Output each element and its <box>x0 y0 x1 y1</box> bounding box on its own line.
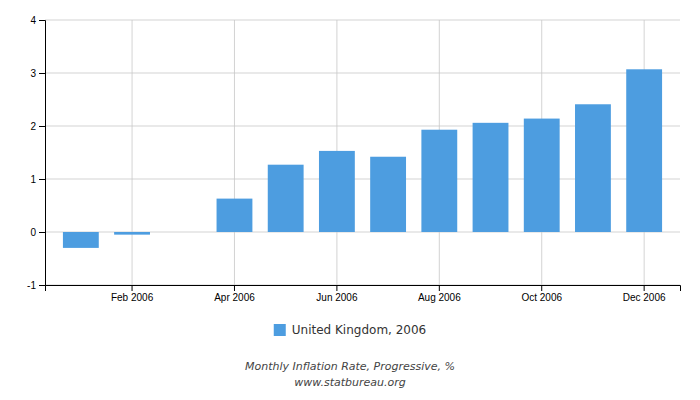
x-tick-mark <box>336 285 337 291</box>
annotations: Monthly Inflation Rate, Progressive, % ww… <box>245 360 455 389</box>
bar <box>63 232 99 248</box>
y-tick: 1 <box>30 174 45 185</box>
y-tick-label: -1 <box>27 280 36 291</box>
y-tick-label: 3 <box>30 68 36 79</box>
grid <box>45 20 680 285</box>
y-tick-mark <box>39 232 45 233</box>
y-tick-mark <box>39 126 45 127</box>
x-tick-mark <box>132 285 133 291</box>
bar <box>575 104 611 232</box>
x-tick-label: Feb 2006 <box>111 292 154 303</box>
bar <box>626 69 662 232</box>
x-tick: Aug 2006 <box>418 285 461 303</box>
chart-container: -1 0 1 2 3 4 Feb 2006 Apr 2006 Jun 2006 Aug 2006 O… <box>0 0 700 400</box>
y-grid-line <box>45 20 680 21</box>
bars <box>63 69 662 248</box>
x-axis-line <box>46 286 681 292</box>
y-tick: -1 <box>27 280 45 291</box>
footer-text: www.statbureau.org <box>294 376 406 389</box>
y-tick: 3 <box>30 68 45 79</box>
x-tick-label: Aug 2006 <box>418 292 461 303</box>
plot-area: -1 0 1 2 3 4 Feb 2006 Apr 2006 Jun 2006 Aug 2006 O… <box>27 15 680 303</box>
bar <box>217 199 253 232</box>
y-tick: 0 <box>30 227 45 238</box>
x-tick: Feb 2006 <box>111 285 154 303</box>
footer-text: Monthly Inflation Rate, Progressive, % <box>245 360 455 373</box>
bar <box>114 232 150 235</box>
x-tick-mark <box>541 285 542 291</box>
x-tick: Jun 2006 <box>316 285 358 303</box>
x-tick-mark <box>644 285 645 291</box>
y-tick-label: 1 <box>30 174 36 185</box>
y-axis: -1 0 1 2 3 4 <box>27 15 45 291</box>
bar <box>268 165 304 232</box>
y-tick-mark <box>39 20 45 21</box>
y-tick: 2 <box>30 121 45 132</box>
bar <box>473 123 509 232</box>
bar <box>370 157 406 232</box>
x-tick-label: Dec 2006 <box>623 292 666 303</box>
y-grid-line <box>45 73 680 74</box>
x-axis: Feb 2006 Apr 2006 Jun 2006 Aug 2006 Oct 2006… <box>46 285 681 303</box>
x-tick-mark <box>439 285 440 291</box>
x-grid-line <box>132 20 133 285</box>
y-tick-mark <box>39 73 45 74</box>
x-grid-line <box>234 20 235 285</box>
y-axis-line <box>39 21 46 286</box>
bar <box>319 151 355 232</box>
x-tick-mark <box>234 285 235 291</box>
x-tick-label: Apr 2006 <box>214 292 255 303</box>
legend: United Kingdom, 2006 <box>274 323 426 337</box>
chart-svg: -1 0 1 2 3 4 Feb 2006 Apr 2006 Jun 2006 Aug 2006 O… <box>0 0 700 400</box>
x-tick: Dec 2006 <box>623 285 666 303</box>
bar <box>421 130 457 232</box>
y-tick-label: 0 <box>30 227 36 238</box>
legend-label: United Kingdom, 2006 <box>292 323 426 337</box>
y-tick-label: 2 <box>30 121 36 132</box>
bar <box>524 119 560 232</box>
y-tick-mark <box>39 285 45 286</box>
x-tick-label: Jun 2006 <box>316 292 358 303</box>
x-tick: Apr 2006 <box>214 285 255 303</box>
y-tick-label: 4 <box>30 15 36 26</box>
y-tick-mark <box>39 179 45 180</box>
x-tick-label: Oct 2006 <box>521 292 562 303</box>
legend-swatch <box>274 324 286 336</box>
x-tick: Oct 2006 <box>521 285 562 303</box>
y-tick: 4 <box>30 15 45 26</box>
bar <box>165 232 201 233</box>
legend-item: United Kingdom, 2006 <box>274 323 426 337</box>
